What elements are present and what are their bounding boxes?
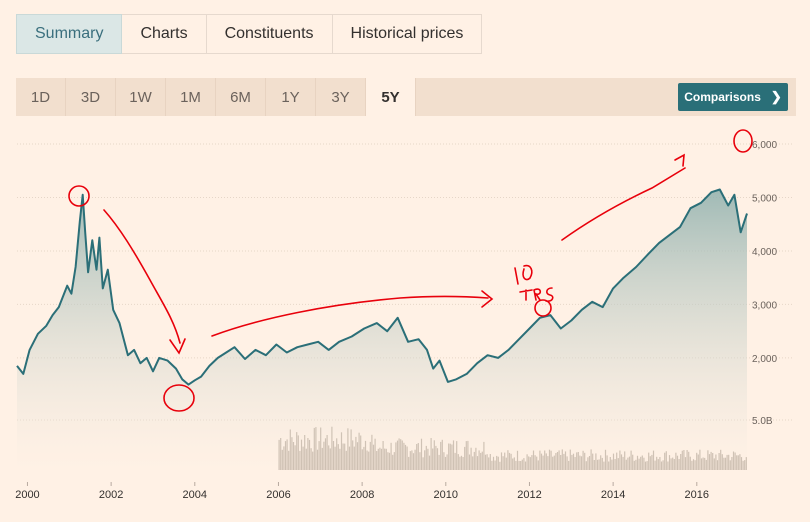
- year-axis-labels: 2000 2002 2004 2006 2008 2010 2012 2014 2016: [15, 482, 709, 501]
- price-area: [17, 189, 747, 470]
- year-tick-label: 2014: [601, 489, 625, 501]
- range-1y[interactable]: 1Y: [266, 78, 316, 116]
- time-range-bar: 1D 3D 1W 1M 6M 1Y 3Y 5Y Comparisons ❯: [16, 78, 796, 116]
- annotation-yrs-note: [519, 287, 554, 302]
- year-tick-label: 2004: [183, 489, 207, 501]
- range-3d[interactable]: 3D: [66, 78, 116, 116]
- annotation-up-arrow: [561, 167, 686, 241]
- price-tick-label: 5,000: [752, 194, 777, 205]
- red-annotations: [68, 129, 753, 412]
- annotation-trough-circle: [163, 384, 195, 412]
- annotation-peak-circle: [68, 185, 90, 207]
- annotation-down-arrowhead: [169, 338, 186, 355]
- annotation-flat-arrowhead: [481, 290, 494, 308]
- range-1w[interactable]: 1W: [116, 78, 166, 116]
- chevron-right-icon: ❯: [770, 89, 782, 104]
- year-tick-label: 2002: [99, 489, 123, 501]
- tab-charts[interactable]: Charts: [122, 14, 207, 54]
- year-tick-label: 2000: [15, 489, 39, 501]
- price-tick-label: 6,000: [752, 140, 777, 151]
- price-tick-label: 4,000: [752, 247, 777, 258]
- tab-bar: Summary Charts Constituents Historical p…: [16, 14, 483, 54]
- year-tick-label: 2016: [685, 489, 709, 501]
- range-5y[interactable]: 5Y: [366, 78, 416, 116]
- range-6m[interactable]: 6M: [216, 78, 266, 116]
- annotation-down-arrow: [103, 209, 181, 344]
- range-3y[interactable]: 3Y: [316, 78, 366, 116]
- tab-historical-prices[interactable]: Historical prices: [332, 14, 483, 54]
- volume-axis-label: 5.0B: [752, 416, 773, 427]
- year-tick-label: 2010: [434, 489, 458, 501]
- price-tick-label: 2,000: [752, 354, 777, 365]
- annotation-ten-note: [514, 264, 533, 285]
- price-line: [16, 188, 748, 386]
- range-1m[interactable]: 1M: [166, 78, 216, 116]
- tab-summary[interactable]: Summary: [16, 14, 123, 54]
- range-1d[interactable]: 1D: [16, 78, 66, 116]
- price-axis-labels: 2,000 3,000 4,000 5,000 6,000: [752, 140, 777, 365]
- year-tick-label: 2012: [517, 489, 541, 501]
- comparisons-button[interactable]: Comparisons ❯: [678, 83, 788, 111]
- tab-constituents[interactable]: Constituents: [206, 14, 333, 54]
- annotation-high-circle: [733, 129, 753, 153]
- annotation-up-arrowhead: [674, 153, 685, 167]
- annotation-flat-arrow: [211, 295, 489, 337]
- comparisons-label: Comparisons: [684, 90, 761, 104]
- annotation-breakout-circle: [534, 299, 552, 317]
- price-tick-label: 3,000: [752, 300, 777, 311]
- year-tick-label: 2008: [350, 489, 374, 501]
- year-tick-label: 2006: [266, 489, 290, 501]
